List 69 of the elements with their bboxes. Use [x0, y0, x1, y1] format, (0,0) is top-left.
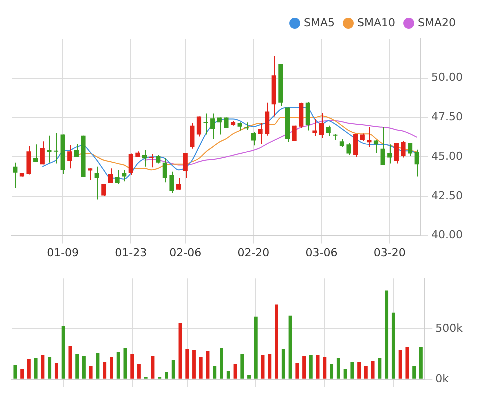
legend-label: SMA10 [358, 16, 396, 30]
y-tick-label: 500k [436, 322, 464, 335]
x-tick-label: 02-20 [238, 246, 270, 260]
bar [41, 355, 45, 379]
bar [103, 362, 107, 379]
bar [213, 366, 217, 379]
bar [358, 362, 362, 379]
bar [138, 364, 141, 379]
bar [110, 357, 114, 379]
bar [330, 364, 334, 379]
bar [296, 363, 300, 379]
bar [96, 353, 100, 379]
bar [165, 372, 168, 379]
y-tick-label: 42.50 [432, 189, 464, 202]
bar [240, 354, 244, 379]
bar [89, 366, 93, 379]
y-tick-label: 50.00 [432, 71, 464, 84]
bar [199, 357, 203, 379]
candlestick [346, 142, 352, 156]
bar [344, 369, 348, 379]
x-tick-label: 01-23 [115, 246, 148, 260]
bar [82, 356, 86, 379]
y-tick-label: 40.00 [432, 228, 464, 242]
bar [254, 316, 258, 379]
x-tick-label: 02-06 [170, 246, 202, 260]
bar [226, 371, 230, 379]
bar [48, 357, 52, 379]
bar [27, 359, 31, 379]
bar [130, 354, 134, 379]
bar [385, 290, 389, 379]
bar [412, 366, 416, 379]
bar [275, 304, 278, 379]
bar [323, 357, 327, 379]
bar [14, 365, 18, 379]
y-tick-label: 45.00 [432, 150, 464, 163]
x-tick-label: 03-20 [374, 246, 406, 260]
bar [220, 348, 224, 379]
bar [268, 354, 272, 379]
bar [316, 355, 320, 379]
candlestick [224, 117, 229, 129]
bar [364, 366, 368, 379]
bar [20, 369, 24, 379]
bar [248, 375, 251, 379]
bar [62, 326, 66, 379]
bar [54, 363, 58, 379]
y-tick-label: 47.50 [432, 110, 464, 124]
bar [186, 349, 190, 379]
bar [371, 361, 375, 379]
bar [336, 358, 340, 379]
bar [392, 312, 396, 379]
bar [76, 354, 80, 379]
bar [398, 350, 402, 379]
bar [419, 347, 423, 379]
bar [406, 347, 410, 379]
y-tick-label: 0k [436, 372, 450, 386]
bar [68, 346, 72, 379]
legend-label: SMA20 [418, 16, 456, 30]
bar [378, 358, 382, 379]
bar [350, 362, 354, 379]
legend-label: SMA5 [304, 16, 336, 30]
bar [192, 350, 196, 379]
bar [302, 356, 306, 379]
bar [309, 355, 313, 379]
bar [116, 352, 120, 379]
bar [34, 358, 38, 379]
bar [282, 349, 286, 379]
x-tick-label: 03-06 [306, 246, 338, 260]
x-tick-label: 01-09 [47, 246, 80, 260]
bar [172, 360, 176, 379]
